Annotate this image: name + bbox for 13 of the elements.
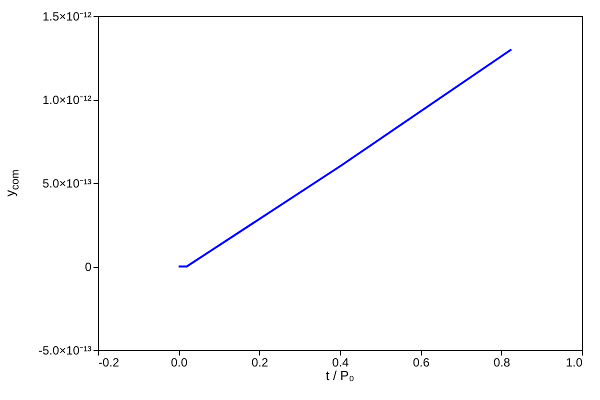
x-tick-label: 1.0: [566, 356, 583, 370]
x-tick-label: 0.0: [170, 356, 188, 370]
x-tick-label: 0.4: [332, 356, 350, 370]
y-tick-label: 1.0×10⁻¹²: [42, 93, 92, 107]
y-tick-label: 1.5×10⁻¹²: [42, 10, 92, 24]
x-axis-title: t / P₀: [324, 368, 356, 383]
x-tick-label: 0.2: [251, 356, 268, 370]
x-tick-label: 0.6: [412, 356, 430, 370]
x-tick-label: -0.2: [98, 356, 120, 370]
y-tick-label: 0: [84, 260, 92, 274]
y-tick-label: 5.0×10⁻¹³: [42, 176, 92, 190]
x-tick-label: 0.8: [493, 356, 510, 370]
y-tick-label: -5.0×10⁻¹³: [38, 344, 92, 358]
